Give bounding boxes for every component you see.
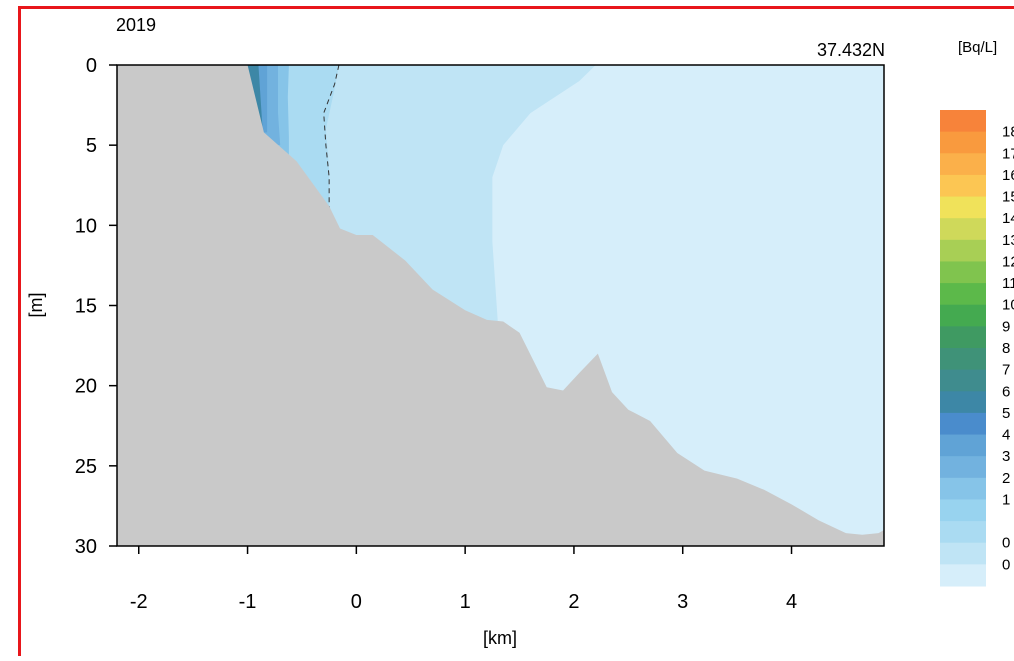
colorbar-unit: [Bq/L]: [958, 39, 997, 56]
axis-ticks: -2 -1 0 1 2 3 4 0 5 10 15 20 25 30: [75, 55, 797, 613]
colorbar-swatch: [940, 261, 986, 284]
x-tick-label: 2: [568, 591, 579, 613]
y-tick-label: 25: [75, 456, 97, 478]
x-tick-label: 0: [351, 591, 362, 613]
y-tick-label: 20: [75, 376, 97, 398]
colorbar-swatch: [940, 174, 986, 198]
y-tick-label: 0: [86, 55, 97, 77]
colorbar-label: 8: [1002, 340, 1010, 357]
colorbar-label: 12: [1002, 253, 1014, 270]
colorbar-label: 2: [1002, 470, 1010, 487]
colorbar-label: 3: [1002, 448, 1010, 465]
colorbar-label: 14: [1002, 210, 1014, 227]
year-label: 2019: [116, 15, 156, 35]
colorbar-label: 0: [1002, 556, 1010, 573]
colorbar-label: 15: [1002, 189, 1014, 206]
colorbar-swatch: [940, 499, 986, 522]
colorbar-swatch: [940, 564, 986, 587]
y-tick-label: 10: [75, 215, 97, 237]
colorbar-label: 7: [1002, 362, 1010, 379]
colorbar-label: 13: [1002, 232, 1014, 249]
colorbar-swatch: [940, 369, 986, 392]
colorbar: 18171615141312111098765432100: [940, 110, 1014, 587]
colorbar-label: 9: [1002, 318, 1010, 335]
colorbar-swatch: [940, 391, 986, 414]
colorbar-swatch: [940, 131, 986, 154]
y-tick-label: 5: [86, 135, 97, 157]
colorbar-swatch: [940, 477, 986, 500]
latitude-label: 37.432N: [817, 40, 885, 60]
colorbar-label: 0: [1002, 535, 1010, 552]
colorbar-label: 4: [1002, 427, 1010, 444]
colorbar-swatch: [940, 239, 986, 262]
colorbar-swatch: [940, 521, 986, 544]
colorbar-swatch: [940, 542, 986, 565]
bathymetry-land: [117, 65, 884, 546]
colorbar-swatch: [940, 456, 986, 479]
x-tick-label: 1: [460, 591, 471, 613]
colorbar-label: 16: [1002, 167, 1014, 184]
y-tick-label: 30: [75, 536, 97, 558]
x-tick-label: -1: [239, 591, 257, 613]
y-tick-label: 15: [75, 296, 97, 318]
x-axis-label: [km]: [483, 628, 517, 648]
colorbar-swatch: [940, 412, 986, 436]
x-tick-label: -2: [130, 591, 148, 613]
dashed-contour-line: [323, 65, 340, 213]
colorbar-swatch: [940, 110, 986, 133]
frame-border-left: [18, 6, 21, 656]
colorbar-label: 18: [1002, 124, 1014, 141]
colorbar-label: 5: [1002, 405, 1010, 422]
colorbar-swatch: [940, 304, 986, 327]
colorbar-label: 11: [1002, 275, 1014, 292]
colorbar-label: 1: [1002, 491, 1010, 508]
colorbar-label: 6: [1002, 383, 1010, 400]
colorbar-swatch: [940, 283, 986, 306]
y-axis-label: [m]: [26, 293, 46, 318]
colorbar-label: 10: [1002, 297, 1014, 314]
frame-border-top: [18, 6, 1014, 9]
colorbar-swatch: [940, 434, 986, 457]
x-tick-label: 3: [677, 591, 688, 613]
x-tick-label: 4: [786, 591, 797, 613]
colorbar-swatch: [940, 153, 986, 176]
colorbar-label: 17: [1002, 145, 1014, 162]
plot-area: [116, 64, 885, 547]
colorbar-swatch: [940, 218, 986, 241]
colorbar-swatch: [940, 348, 986, 371]
colorbar-swatch: [940, 326, 986, 349]
colorbar-swatch: [940, 196, 986, 219]
